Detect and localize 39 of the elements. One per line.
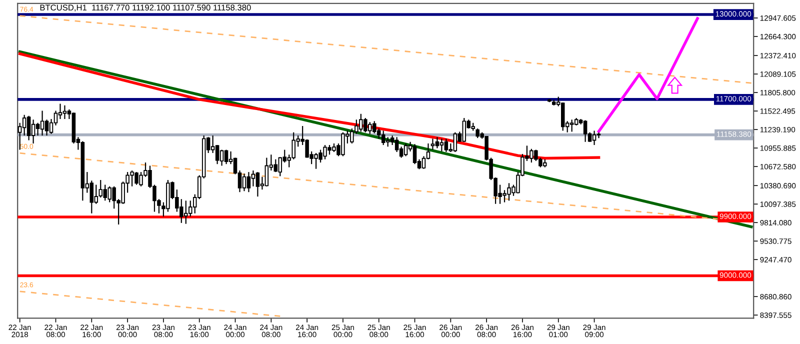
candlestick: [381, 130, 386, 146]
candlestick: [31, 119, 36, 144]
candlestick: [278, 156, 282, 177]
candlestick: [435, 136, 440, 149]
candlestick: [462, 117, 466, 142]
candlestick: [560, 102, 565, 132]
candlestick: [444, 138, 448, 153]
candlestick: [36, 122, 40, 136]
candlestick: [570, 119, 574, 132]
line-series: [18, 52, 600, 160]
candlestick: [386, 136, 390, 148]
candlestick: [26, 115, 31, 141]
candlestick: [62, 104, 67, 120]
candlestick: [90, 180, 94, 214]
candlestick: [394, 136, 399, 153]
candlestick: [40, 110, 44, 136]
candlestick: [453, 132, 458, 153]
candlestick: [44, 119, 49, 136]
candlestick: [256, 171, 260, 198]
candlestick: [220, 149, 224, 166]
candlestick: [242, 173, 246, 192]
candlestick: [246, 171, 251, 193]
candlestick: [264, 157, 269, 187]
candlestick: [274, 158, 278, 173]
candlestick: [422, 156, 426, 170]
candlestick: [592, 130, 596, 146]
candlestick: [583, 120, 588, 142]
candlestick: [412, 144, 417, 165]
candlestick: [224, 149, 228, 165]
line-series: [597, 17, 699, 133]
candlestick: [430, 138, 435, 150]
chart-title: BTCUSD,H1 11167.770 11192.100 11107.590 11158.380: [40, 4, 251, 12]
candlestick: [215, 144, 220, 165]
candlestick: [404, 142, 408, 157]
candlestick: [440, 138, 444, 152]
candlestick: [94, 184, 98, 204]
candlestick: [22, 114, 26, 136]
candlestick: [251, 170, 256, 187]
candlestick: [58, 103, 62, 120]
